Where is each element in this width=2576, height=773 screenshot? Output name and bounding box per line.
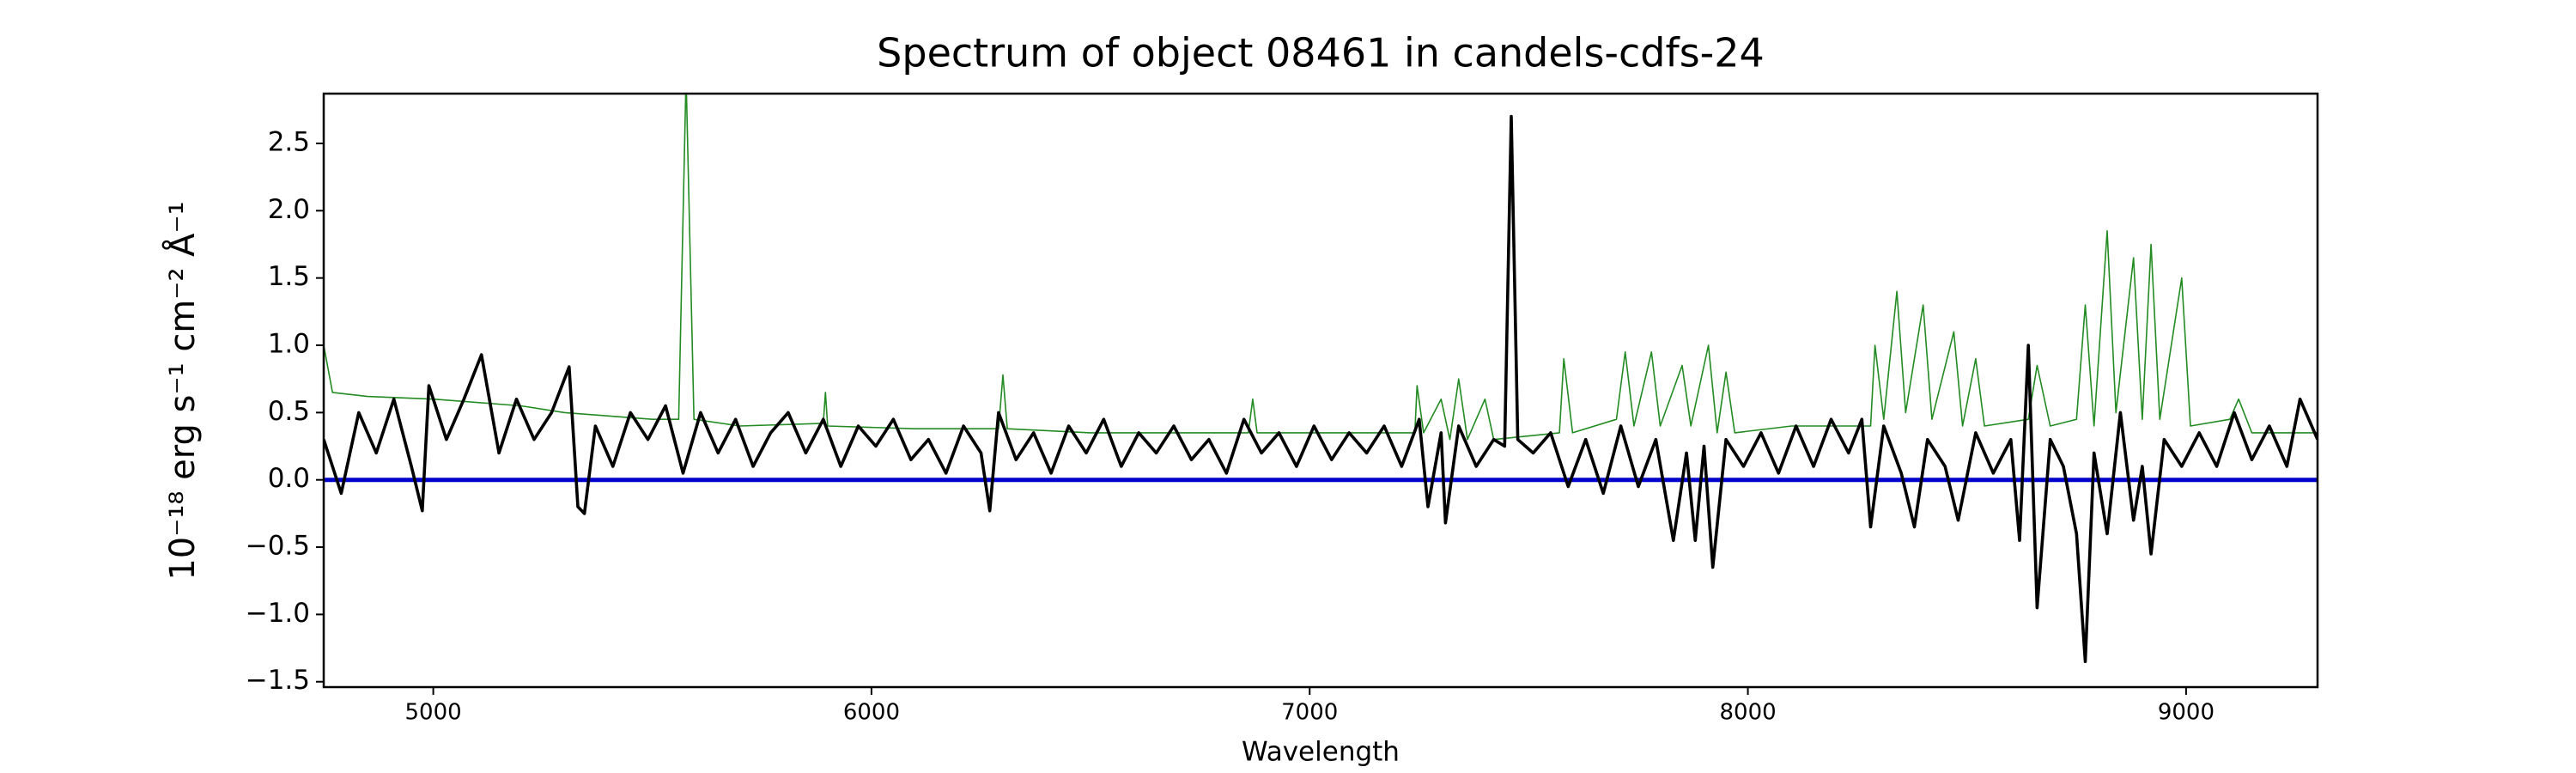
chart-title: Spectrum of object 08461 in candels-cdfs… <box>877 30 1765 76</box>
y-tick-label: 2.5 <box>268 126 310 157</box>
y-axis-label: 10⁻¹⁸ erg s⁻¹ cm⁻² Å⁻¹ <box>161 201 203 580</box>
y-tick-label: −1.0 <box>246 598 310 629</box>
y-tick-label: 1.0 <box>268 329 310 360</box>
y-tick-label: 0.5 <box>268 396 310 427</box>
y-tick-label: 0.0 <box>268 463 310 494</box>
y-tick-label: 1.5 <box>268 261 310 292</box>
x-tick-label: 5000 <box>404 700 461 726</box>
spectrum-line <box>324 94 2318 441</box>
y-tick-label: −1.5 <box>246 665 310 696</box>
x-tick-label: 8000 <box>1719 700 1776 726</box>
x-tick-label: 6000 <box>843 700 900 726</box>
x-axis-label: Wavelength <box>1242 737 1400 768</box>
y-tick-label: 2.0 <box>268 194 310 225</box>
axes-frame <box>322 92 2319 689</box>
x-tick-label: 9000 <box>2158 700 2215 726</box>
y-tick-label: −0.5 <box>246 531 310 562</box>
spectrum-line <box>324 114 2318 663</box>
plot-area <box>324 94 2318 663</box>
x-tick-label: 7000 <box>1281 700 1338 726</box>
